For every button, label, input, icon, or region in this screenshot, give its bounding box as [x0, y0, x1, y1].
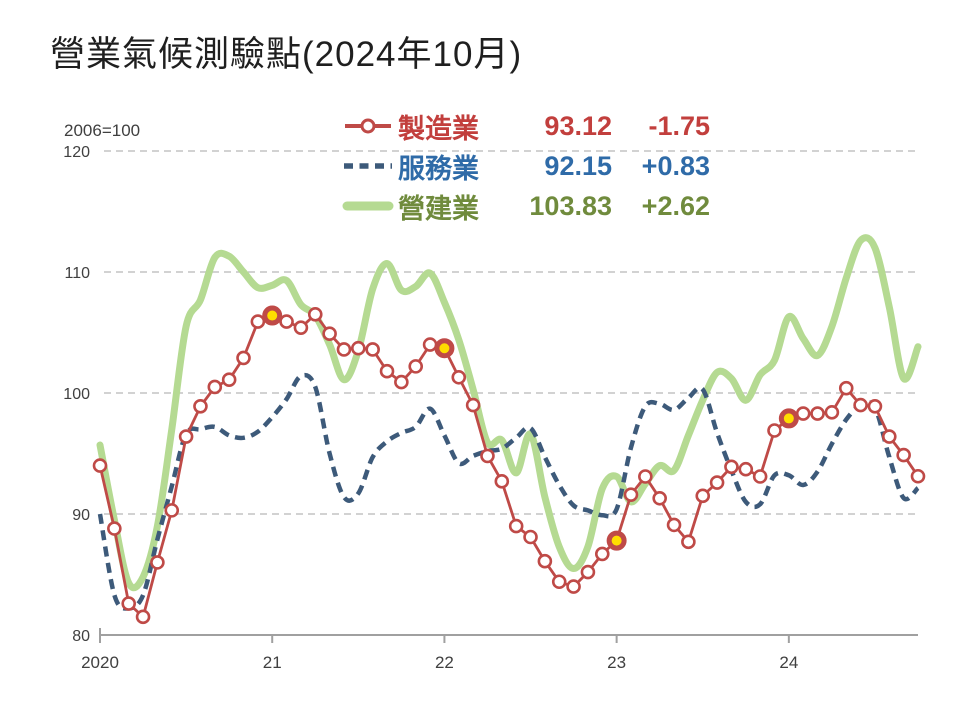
manufacturing-marker — [695, 488, 711, 504]
manufacturing-marker — [566, 579, 581, 594]
baseline-note: 2006=100 — [64, 121, 141, 140]
manufacturing-marker — [867, 399, 883, 414]
manufacturing-marker — [494, 474, 510, 489]
manufacturing-marker — [580, 564, 596, 580]
legend-delta-services: +0.83 — [641, 150, 710, 181]
manufacturing-marker — [853, 397, 868, 413]
legend-item-manufacturing: 製造業 93.12 -1.75 — [342, 106, 710, 146]
manufacturing-marker — [193, 399, 208, 414]
x-tick-label-2020: 2020 — [81, 653, 119, 672]
x-tick-label-24: 24 — [779, 653, 798, 672]
legend-label-manufacturing: 製造業 — [398, 113, 479, 144]
manufacturing-marker — [508, 518, 524, 534]
manufacturing-marker — [322, 326, 337, 342]
manufacturing-marker — [451, 369, 467, 385]
manufacturing-marker — [709, 475, 725, 490]
y-tick-label-90: 90 — [72, 507, 90, 524]
y-tick-label-100: 100 — [63, 386, 90, 403]
legend-item-construction: 營建業 103.83 +2.62 — [342, 186, 710, 226]
manufacturing-line-swatch-icon — [345, 118, 391, 134]
manufacturing-marker — [379, 363, 395, 379]
manufacturing-marker — [738, 461, 754, 477]
manufacturing-marker — [408, 359, 424, 374]
y-tick-label-80: 80 — [72, 628, 90, 645]
manufacturing-marker — [480, 448, 495, 464]
manufacturing-marker — [107, 521, 122, 536]
manufacturing-marker — [178, 429, 194, 444]
x-axis — [99, 628, 918, 636]
manufacturing-marker — [422, 337, 438, 352]
x-tick-label-23: 23 — [607, 653, 626, 672]
manufacturing-marker — [810, 406, 825, 421]
legend-label-services: 服務業 — [398, 153, 479, 184]
legend-item-services: 服務業 92.15 +0.83 — [342, 146, 710, 186]
services-dashed-swatch-icon — [344, 163, 392, 169]
x-tick-label-21: 21 — [263, 653, 282, 672]
legend-label-construction: 營建業 — [398, 193, 479, 224]
manufacturing-marker — [351, 340, 366, 356]
manufacturing-marker — [537, 553, 553, 569]
manufacturing-marker — [121, 596, 137, 611]
manufacturing-marker — [92, 458, 108, 473]
y-tick-label-120: 120 — [63, 144, 90, 161]
manufacturing-marker — [150, 555, 165, 570]
manufacturing-marker — [824, 405, 840, 420]
y-tick-label-110: 110 — [64, 265, 90, 282]
manufacturing-marker — [752, 469, 768, 484]
manufacturing-marker — [250, 314, 266, 329]
x-tick-label-22: 22 — [435, 653, 454, 672]
chart-legend: 製造業 93.12 -1.75 服務業 92.15 +0.83 營建業 103.… — [342, 106, 710, 226]
manufacturing-marker — [307, 307, 323, 322]
page-title: 營業氣候測驗點(2024年10月) — [50, 35, 523, 74]
legend-value-construction: 103.83 — [529, 190, 612, 221]
manufacturing-marker — [336, 342, 352, 357]
manufacturing-marker — [135, 609, 151, 625]
manufacturing-marker — [910, 468, 926, 484]
manufacturing-marker — [652, 490, 667, 506]
manufacturing-marker — [795, 406, 811, 421]
series-line-construction — [96, 234, 922, 592]
manufacturing-marker — [724, 459, 739, 475]
manufacturing-marker — [164, 503, 180, 518]
construction-line-swatch-icon — [342, 201, 394, 211]
legend-value-services: 92.15 — [544, 150, 612, 181]
manufacturing-marker — [279, 314, 294, 329]
manufacturing-marker — [638, 469, 653, 484]
manufacturing-marker — [881, 429, 897, 444]
legend-delta-construction: +2.62 — [641, 190, 710, 221]
manufacturing-marker — [465, 397, 481, 413]
manufacturing-marker — [594, 546, 610, 562]
manufacturing-marker — [293, 320, 309, 335]
manufacturing-marker — [207, 379, 223, 395]
manufacturing-marker — [838, 380, 854, 396]
manufacturing-marker — [236, 350, 251, 366]
manufacturing-marker — [623, 487, 639, 502]
legend-delta-manufacturing: -1.75 — [648, 110, 710, 141]
january-highlight-marker — [778, 408, 799, 429]
manufacturing-marker — [551, 574, 567, 590]
legend-value-manufacturing: 93.12 — [544, 110, 612, 141]
series-line-services — [97, 372, 920, 611]
manufacturing-marker — [666, 517, 682, 533]
january-highlight-marker — [262, 305, 283, 326]
manufacturing-marker — [896, 447, 911, 463]
manufacturing-marker — [394, 374, 409, 390]
manufacturing-marker — [767, 423, 782, 438]
manufacturing-marker — [681, 534, 696, 550]
manufacturing-marker — [221, 372, 237, 387]
manufacturing-marker — [523, 529, 538, 545]
manufacturing-marker — [365, 342, 380, 357]
january-highlight-marker — [606, 530, 627, 551]
january-highlight-marker — [434, 338, 455, 359]
